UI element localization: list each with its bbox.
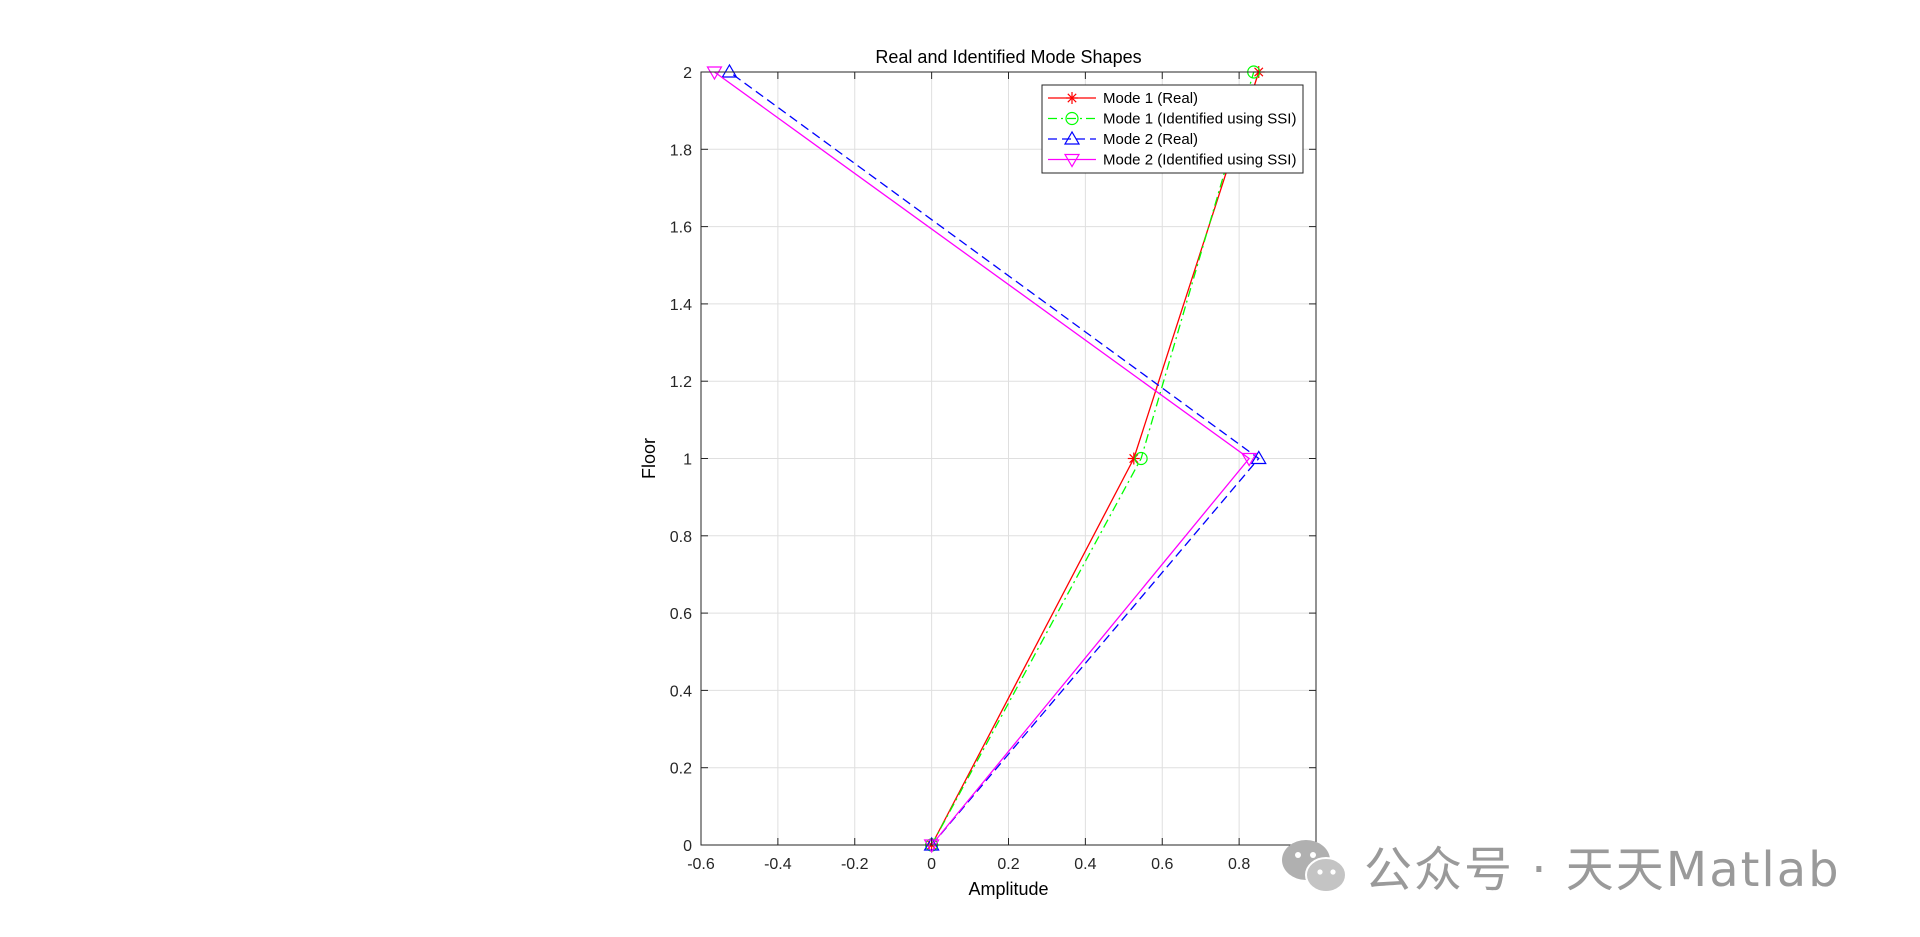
y-tick-label: 0.8 xyxy=(670,529,692,546)
y-tick-label: 0.6 xyxy=(670,606,692,623)
legend-marker xyxy=(1063,153,1081,168)
chart-title: Real and Identified Mode Shapes xyxy=(875,47,1141,67)
y-tick-label: 1.8 xyxy=(670,142,692,159)
series-line xyxy=(714,71,1251,846)
wechat-icon xyxy=(1282,840,1347,893)
y-tick-label: 1.2 xyxy=(670,374,692,391)
x-tick-label: 0.8 xyxy=(1228,856,1250,873)
legend-marker xyxy=(1065,111,1079,126)
y-tick-label: 0 xyxy=(683,838,692,855)
x-tick-label: 0.6 xyxy=(1151,856,1173,873)
legend-box xyxy=(1041,84,1304,174)
legend: Mode 1 (Real) Mode 1 (Identified using SS… xyxy=(1041,84,1304,174)
series-line xyxy=(729,71,1260,846)
watermark-text: 公众号 · 天天Matlab xyxy=(1364,842,1841,898)
x-tick-label: 0 xyxy=(927,856,936,873)
data-point xyxy=(706,66,723,81)
y-tick-label: 1.6 xyxy=(670,220,692,237)
series-line xyxy=(931,71,1255,846)
legend-item: Mode 1 (Identified using SSI) xyxy=(1048,111,1296,128)
legend-item: Mode 2 (Identified using SSI) xyxy=(1048,152,1296,169)
data-point xyxy=(721,63,738,78)
legend-label: Mode 1 (Real) xyxy=(1103,90,1198,107)
series-lines xyxy=(706,63,1267,854)
legend-item: Mode 1 (Real) xyxy=(1048,90,1198,107)
legend-label: Mode 2 (Real) xyxy=(1103,131,1198,148)
x-tick-label: -0.6 xyxy=(687,856,715,873)
data-point xyxy=(923,836,940,851)
data-point xyxy=(1250,450,1267,465)
series-4 xyxy=(706,66,1258,854)
grid xyxy=(700,71,1317,846)
y-tick-label: 2 xyxy=(683,65,692,82)
data-point xyxy=(1134,451,1148,466)
legend-label: Mode 2 (Identified using SSI) xyxy=(1103,152,1296,169)
y-tick-label: 1.4 xyxy=(670,297,692,314)
ticks: -0.6 -0.4 -0.2 0 0.2 0.4 0.6 0.8 1 0 0.2 0.4 0.6 0.8 1… xyxy=(670,65,1321,873)
legend-label: Mode 1 (Identified using SSI) xyxy=(1103,111,1296,128)
legend-marker xyxy=(1063,130,1081,145)
y-tick-label: 0.2 xyxy=(670,761,692,778)
x-tick-label: -0.2 xyxy=(841,856,869,873)
data-point xyxy=(1241,452,1258,467)
x-tick-label: 0.2 xyxy=(997,856,1019,873)
legend-marker xyxy=(1066,92,1078,104)
y-tick-label: 1 xyxy=(683,452,692,469)
series-3 xyxy=(721,63,1267,851)
x-tick-label: 0.4 xyxy=(1074,856,1096,873)
y-axis-label: Floor xyxy=(639,438,659,479)
data-point xyxy=(1127,452,1140,465)
legend-item: Mode 2 (Real) xyxy=(1048,130,1198,148)
y-tick-label: 0.4 xyxy=(670,683,692,700)
x-axis-label: Amplitude xyxy=(968,879,1048,899)
watermark: 公众号 · 天天Matlab xyxy=(1278,835,1841,898)
x-tick-label: -0.4 xyxy=(764,856,792,873)
